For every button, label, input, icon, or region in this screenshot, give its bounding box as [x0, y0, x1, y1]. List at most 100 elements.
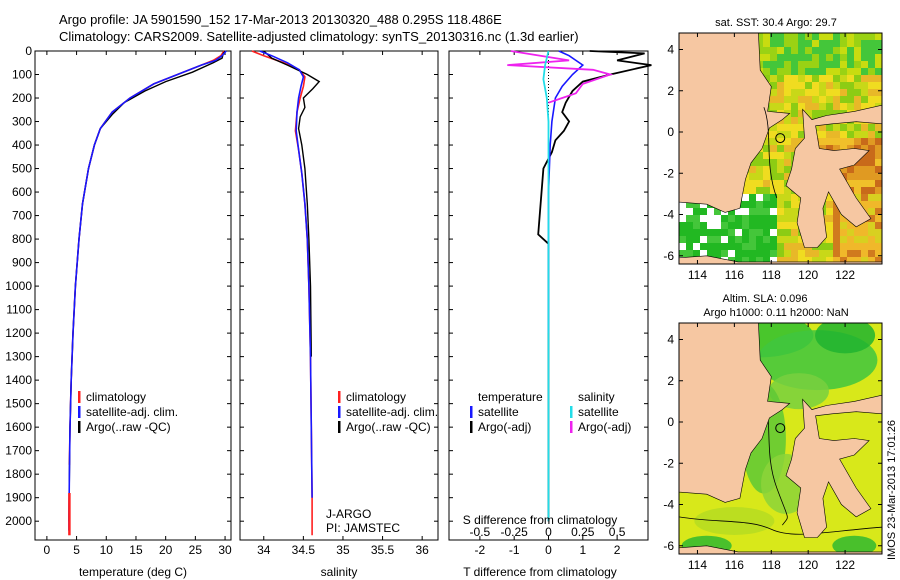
sst-cell [868, 159, 876, 167]
sst-cell [875, 201, 882, 209]
sst-cell [763, 187, 771, 195]
sst-cell [777, 243, 785, 251]
y-tick-label: -4 [663, 208, 674, 222]
sst-cell [840, 250, 848, 258]
salinity-legend-label: climatology [346, 390, 406, 404]
sst-cell [833, 124, 841, 132]
sst-cell [721, 236, 729, 244]
sst-cell [763, 257, 771, 264]
sst-cell [826, 250, 834, 258]
sst-cell [875, 131, 882, 139]
sst-cell [749, 173, 757, 181]
sst-cell [840, 243, 848, 251]
sst-cell [770, 208, 778, 216]
sst-cell [756, 243, 764, 251]
sst-cell [791, 208, 799, 216]
sst-cell [840, 257, 848, 264]
sst-cell [854, 166, 862, 174]
sst-cell [847, 250, 855, 258]
secondary-axis-title: S difference from climatology [463, 513, 618, 527]
sst-cell [833, 208, 841, 216]
sla-blob [832, 535, 877, 554]
x-tick-label: -2 [475, 543, 486, 557]
sst-cell [763, 159, 771, 167]
sst-cell [833, 236, 841, 244]
sst-cell [784, 82, 792, 90]
sst-cell [770, 75, 778, 83]
sst-cell [686, 250, 694, 258]
sst-cell [784, 75, 792, 83]
salinity-diff-legend-swatch [570, 421, 573, 433]
x-tick-label: 5 [73, 543, 80, 557]
sst-cell [819, 131, 827, 139]
sst-cell [826, 145, 834, 153]
sst-cell [826, 243, 834, 251]
sst-cell [819, 110, 827, 118]
sst-cell [833, 82, 841, 90]
sst-cell [833, 33, 841, 41]
sst-cell [868, 47, 876, 55]
sst-cell [868, 145, 876, 153]
sst-cell [805, 257, 813, 264]
map-frame [678, 32, 883, 265]
sst-cell [742, 180, 750, 188]
sst-cell [840, 82, 848, 90]
sst-cell [826, 110, 834, 118]
sst-cell [826, 103, 834, 111]
sst-cell [686, 222, 694, 230]
sst-cell [847, 180, 855, 188]
sst-cell [861, 82, 869, 90]
sst-cell [728, 236, 736, 244]
sst-cell [798, 257, 806, 264]
sst-cell [707, 208, 715, 216]
y-tick-label: 4 [667, 333, 674, 347]
land-sulawesi [785, 394, 882, 538]
sst-cell [770, 152, 778, 160]
sst-cell [847, 89, 855, 97]
x-tick-label: 122 [835, 558, 855, 572]
sst-cell [826, 47, 834, 55]
sst-cell [777, 152, 785, 160]
sst-cell [742, 250, 750, 258]
sst-cell [826, 222, 834, 230]
sst-cell [749, 215, 757, 223]
series-s-argo-adj- [507, 50, 614, 104]
temperature-diff-legend-label: temperature [478, 390, 543, 404]
sst-cell [784, 138, 792, 146]
salinity-profile-chart: 34 34.5 35 35.5 36 salinity climatologysatelli… [239, 50, 439, 579]
sst-cell [763, 201, 771, 209]
sst-cell [875, 75, 882, 83]
sst-cell [875, 194, 882, 202]
sst-cell [770, 40, 778, 48]
sst-cell [854, 187, 862, 195]
x-tick-label: 34.5 [292, 543, 316, 557]
sst-cell [791, 33, 799, 41]
sst-cell [861, 89, 869, 97]
sst-cell [826, 131, 834, 139]
sst-cell [770, 201, 778, 209]
sst-cell [868, 96, 876, 104]
sst-cell [812, 33, 820, 41]
sst-cell [707, 250, 715, 258]
sst-cell [756, 201, 764, 209]
sst-cell [784, 96, 792, 104]
pi-annotation: PI: JAMSTEC [326, 521, 400, 535]
sst-cell [833, 103, 841, 111]
sst-cell [777, 89, 785, 97]
sst-cell [819, 89, 827, 97]
sst-cell [868, 68, 876, 76]
sst-cell [840, 33, 848, 41]
sst-cell [763, 229, 771, 237]
sst-cell [868, 89, 876, 97]
sst-cell [763, 250, 771, 258]
sst-cell [854, 257, 862, 264]
sst-cell [763, 138, 771, 146]
sst-cell [833, 61, 841, 69]
y-tick-label: 1000 [5, 279, 32, 293]
sst-cell [791, 103, 799, 111]
depth-contour [679, 516, 882, 535]
sst-cell [826, 138, 834, 146]
sst-cell [847, 131, 855, 139]
sst-cell [784, 208, 792, 216]
sst-cell [700, 208, 708, 216]
